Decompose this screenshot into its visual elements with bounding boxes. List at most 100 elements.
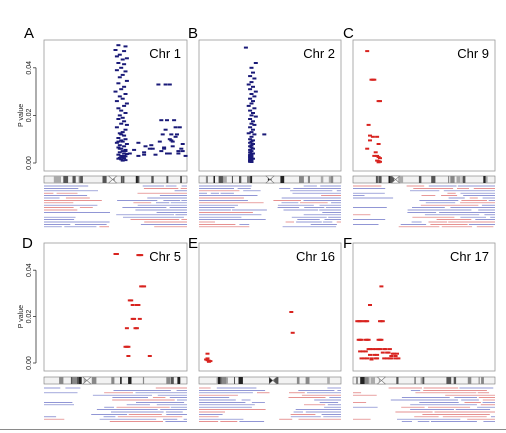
data-point xyxy=(248,109,253,112)
data-point xyxy=(114,55,119,58)
ideogram-band xyxy=(142,377,145,384)
data-point xyxy=(369,358,374,361)
data-point xyxy=(122,104,127,107)
ideogram-band xyxy=(223,176,227,183)
chart-title: Chr 9 xyxy=(457,46,489,61)
ideogram-band xyxy=(57,176,60,183)
y-tick-label: 0.00 xyxy=(26,356,33,370)
data-point xyxy=(120,97,125,100)
data-point xyxy=(123,150,128,153)
ideogram-band xyxy=(453,377,457,384)
data-point xyxy=(368,134,372,137)
ideogram-band xyxy=(120,377,122,384)
segment-tracks xyxy=(353,387,495,422)
data-point xyxy=(379,338,384,341)
data-point xyxy=(176,150,181,153)
data-point xyxy=(249,144,254,147)
data-point xyxy=(249,122,254,125)
ideogram-band xyxy=(274,377,279,384)
ideogram-band xyxy=(213,176,215,183)
data-point xyxy=(132,148,137,151)
data-point xyxy=(150,147,155,150)
data-point xyxy=(205,352,210,355)
ideogram-band xyxy=(53,176,59,183)
data-point xyxy=(379,285,384,288)
data-point xyxy=(246,83,251,86)
ideogram-band xyxy=(122,176,125,183)
chart-title: Chr 2 xyxy=(303,46,335,61)
panel-letter: E xyxy=(188,235,198,252)
ideogram-band xyxy=(305,377,310,384)
ideogram-band xyxy=(478,377,480,384)
data-point xyxy=(365,320,370,323)
data-point xyxy=(124,143,129,145)
chromosome-ideogram xyxy=(352,376,496,385)
data-point xyxy=(136,304,141,306)
ideogram-band xyxy=(456,176,461,183)
data-point xyxy=(376,143,381,145)
data-point xyxy=(252,95,257,98)
y-axis-label: P value xyxy=(18,104,25,127)
data-point xyxy=(396,357,401,360)
data-point xyxy=(249,150,254,153)
data-point xyxy=(368,353,372,356)
ideogram-band xyxy=(224,377,228,384)
ideogram-band xyxy=(327,377,330,384)
y-tick-label: 0.00 xyxy=(26,156,33,170)
data-point xyxy=(126,355,131,357)
ideogram-band xyxy=(151,176,154,183)
data-point xyxy=(373,151,378,154)
data-point xyxy=(124,57,129,60)
ideogram-band xyxy=(418,176,422,183)
data-point xyxy=(139,254,144,257)
data-point xyxy=(130,304,135,306)
ideogram-band xyxy=(396,377,399,384)
y-tick-label: 0.04 xyxy=(26,61,33,75)
data-point xyxy=(119,88,124,91)
data-point xyxy=(385,357,390,360)
data-point xyxy=(249,135,254,138)
data-point xyxy=(169,139,174,142)
data-point xyxy=(120,156,125,159)
ideogram-band xyxy=(177,377,181,384)
data-point xyxy=(248,118,253,120)
ideogram-band xyxy=(483,176,486,183)
data-point xyxy=(253,62,258,64)
data-point xyxy=(289,311,294,313)
data-point xyxy=(127,152,132,155)
data-point xyxy=(129,299,134,302)
data-point xyxy=(122,85,127,88)
ideogram-band xyxy=(360,377,365,384)
ideogram-band xyxy=(378,176,382,183)
data-point xyxy=(114,126,119,129)
ideogram-band xyxy=(420,377,423,384)
data-point xyxy=(375,135,380,138)
ideogram-band xyxy=(481,377,484,384)
data-point xyxy=(119,154,124,157)
data-point xyxy=(137,317,142,320)
data-point xyxy=(123,128,128,131)
data-point xyxy=(162,146,167,149)
data-point xyxy=(132,317,137,320)
data-point xyxy=(123,138,128,141)
ideogram-band xyxy=(91,377,97,384)
data-point xyxy=(120,159,125,162)
data-point xyxy=(249,93,254,95)
ideogram-band xyxy=(320,176,324,183)
data-point xyxy=(251,139,255,142)
data-point xyxy=(163,128,168,131)
data-point xyxy=(262,133,267,136)
data-point xyxy=(376,156,381,159)
ideogram-band xyxy=(422,377,425,384)
data-point xyxy=(124,102,129,105)
ideogram-band xyxy=(389,176,395,183)
ideogram-band xyxy=(166,176,169,183)
data-point xyxy=(373,348,378,351)
data-point xyxy=(122,145,127,148)
data-point xyxy=(380,351,385,354)
data-point xyxy=(165,152,169,155)
data-point xyxy=(248,145,253,148)
ideogram-body xyxy=(43,376,188,385)
data-point xyxy=(206,360,211,363)
